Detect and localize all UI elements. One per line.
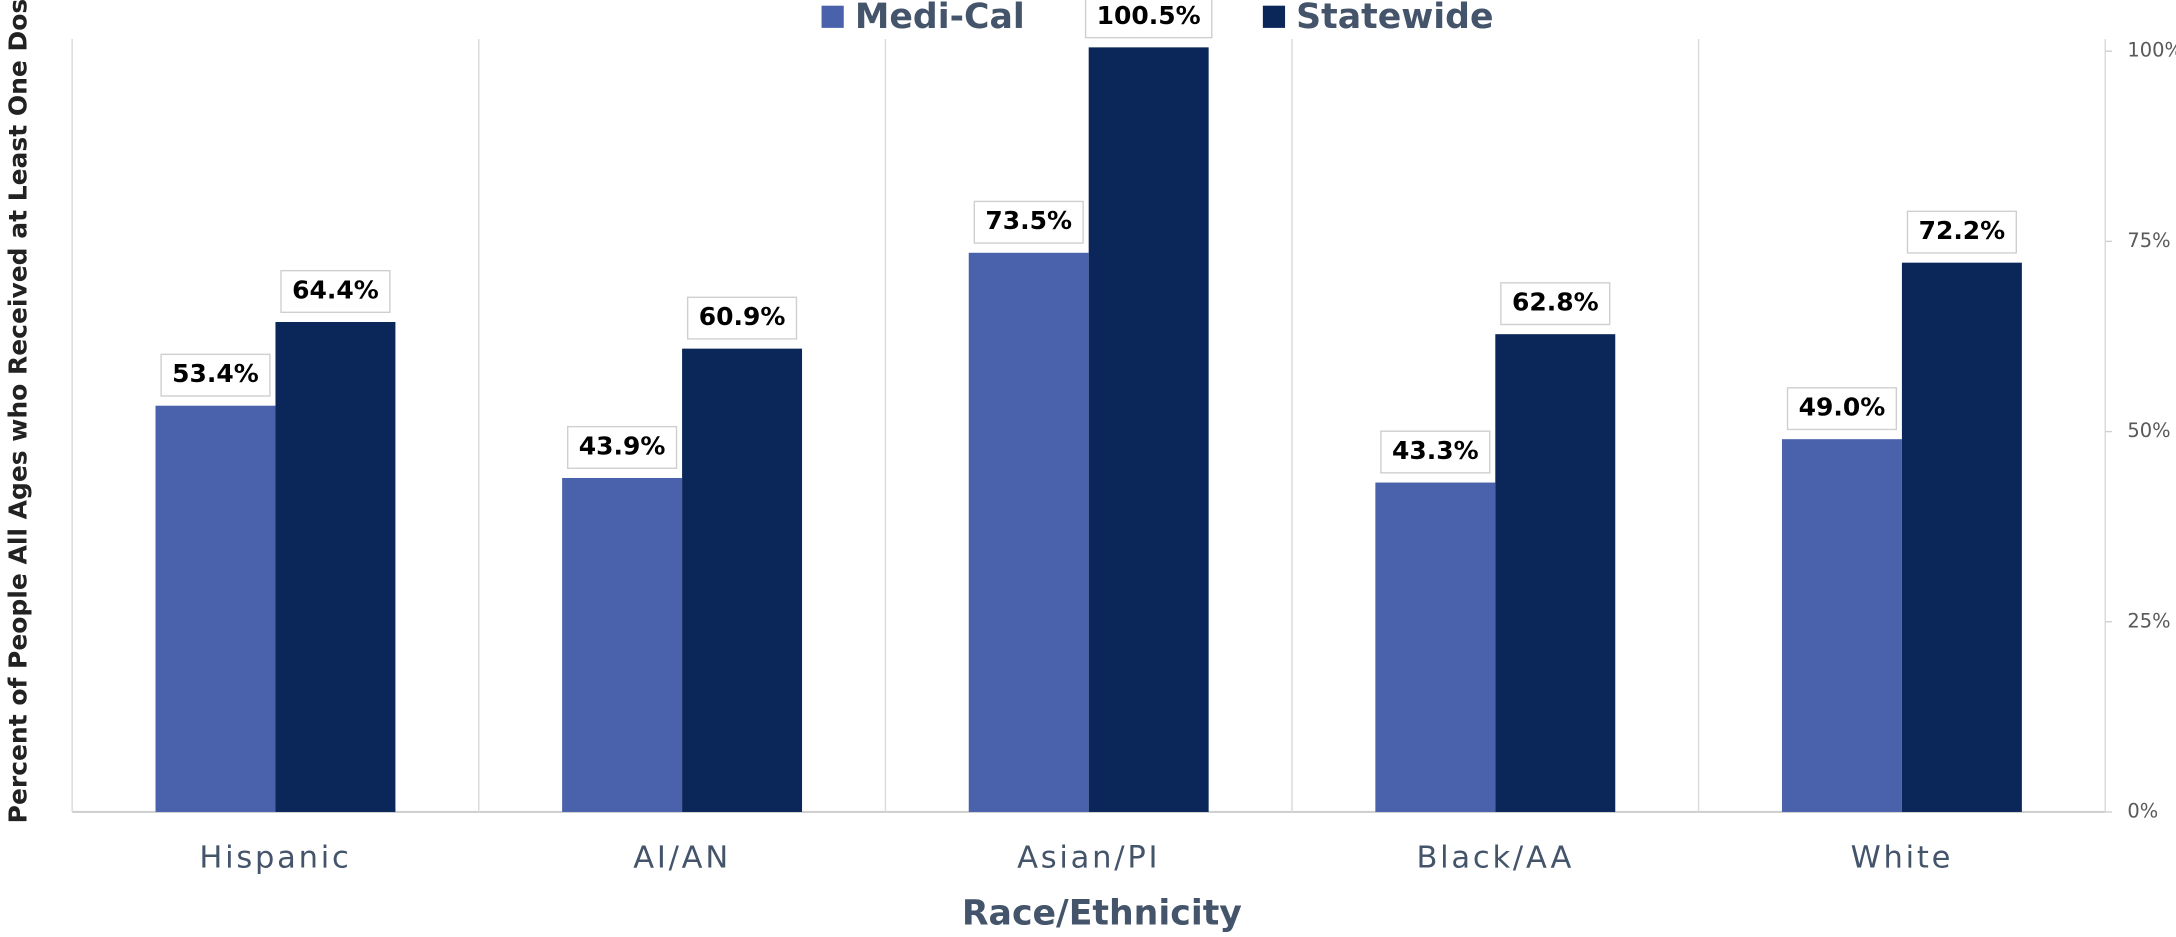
value-label: 43.3% — [1392, 436, 1479, 465]
value-label: 62.8% — [1512, 288, 1599, 317]
value-label: 53.4% — [172, 359, 259, 388]
y-axis-title: Percent of People All Ages who Received … — [3, 0, 32, 823]
y-tick-label: 75% — [2127, 229, 2170, 252]
x-tick-label: Hispanic — [199, 841, 351, 876]
bar — [968, 252, 1089, 812]
bar — [1375, 482, 1496, 812]
value-label: 43.9% — [579, 431, 666, 460]
value-label-box — [280, 269, 391, 313]
bar — [275, 322, 396, 812]
legend-swatch — [1262, 5, 1286, 28]
value-label-box — [1786, 387, 1898, 431]
value-label: 64.4% — [292, 275, 379, 304]
x-axis-title: Race/Ethnicity — [962, 894, 1242, 934]
value-label: 73.5% — [985, 206, 1072, 235]
value-label-box — [1380, 430, 1491, 474]
bar — [1781, 439, 1902, 812]
bar — [1495, 334, 1616, 812]
value-label-box — [1906, 210, 2018, 254]
value-label-box — [1084, 0, 1213, 39]
x-tick-label: White — [1851, 841, 1954, 876]
value-label: 60.9% — [699, 302, 786, 331]
legend-swatch — [821, 5, 844, 28]
legend-label: Medi-Cal — [855, 0, 1025, 37]
value-label: 72.2% — [1919, 216, 2006, 245]
value-label-box — [160, 353, 271, 397]
y-tick-label: 25% — [2127, 609, 2170, 632]
y-tick-label: 100% — [2127, 39, 2176, 62]
value-label: 100.5% — [1097, 1, 1201, 30]
legend-label: Statewide — [1296, 0, 1493, 37]
value-label-box — [1500, 282, 1611, 326]
y-tick-label: 0% — [2127, 799, 2158, 822]
x-tick-label: Asian/PI — [1017, 841, 1160, 876]
value-label-box — [686, 296, 798, 340]
bar — [1088, 47, 1209, 812]
x-tick-label: Black/AA — [1416, 841, 1574, 876]
x-tick-label: AI/AN — [633, 841, 731, 876]
bar — [155, 405, 276, 812]
bar — [1901, 262, 2022, 812]
bar — [682, 348, 803, 812]
value-label: 49.0% — [1799, 393, 1886, 422]
value-label-box — [973, 200, 1084, 244]
value-label-box — [566, 425, 678, 469]
bar — [562, 477, 683, 812]
y-tick-label: 50% — [2127, 419, 2170, 442]
